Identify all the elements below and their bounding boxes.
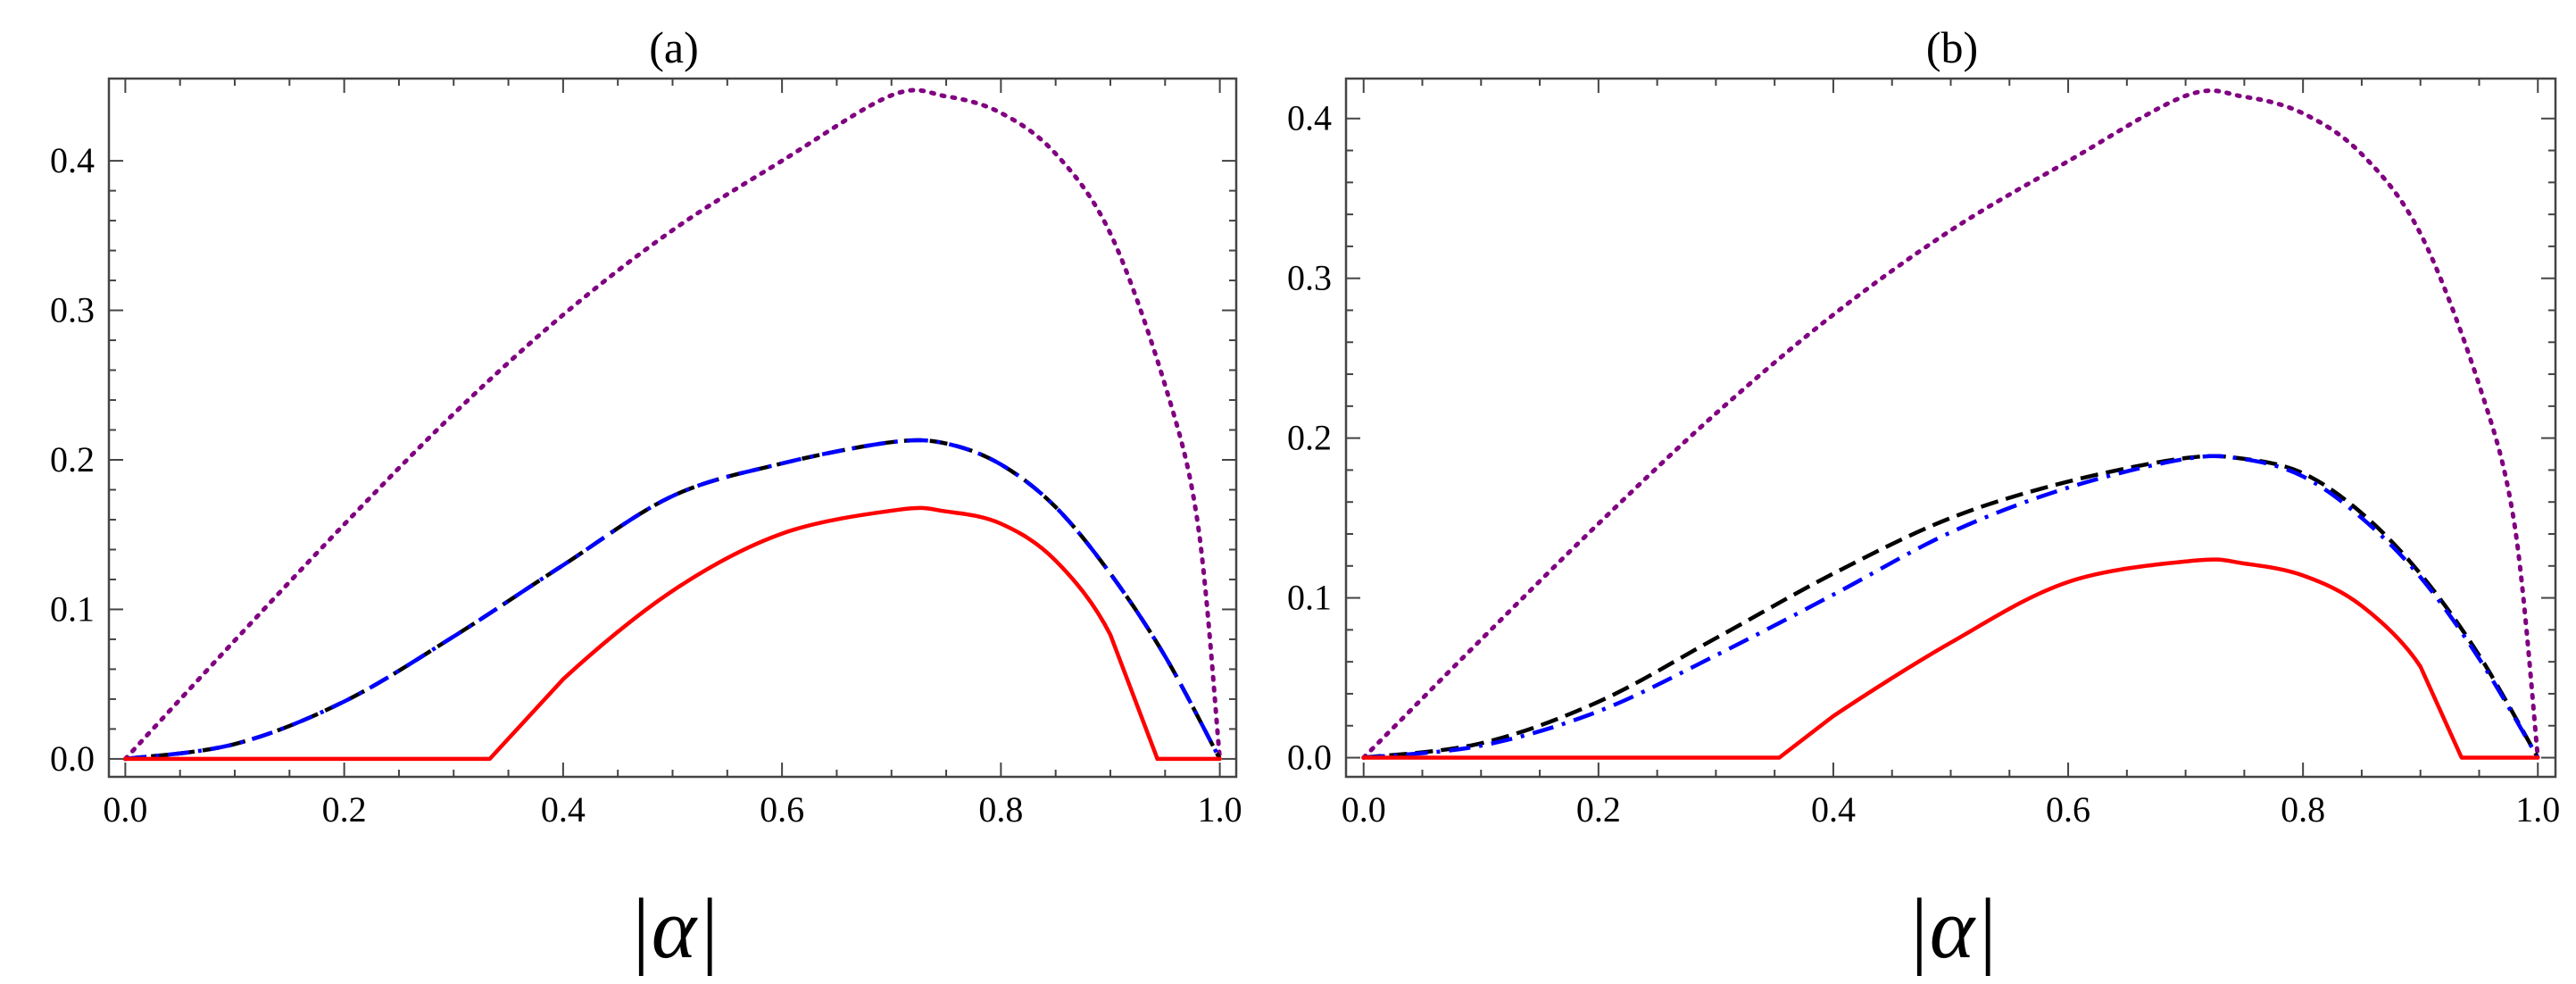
y-tick-label: 0.0 [50,738,95,779]
chart-title: (a) [649,22,699,72]
panel-a: (a) 0.0 0.2 0.4 0.6 0.8 1.0 0.0 0.1 0.2 0.3 0.4 |α| [50,22,1242,976]
x-tick-label: 0.8 [978,789,1023,830]
y-tick-label: 0.1 [50,588,95,629]
y-tick-label: 0.3 [1287,258,1332,298]
x-tick-label: 0.6 [760,789,804,830]
series-line-red-solid [1361,557,2540,760]
x-axis-label: |α| [627,880,719,976]
y-tick-label: 0.4 [50,140,95,180]
series-line-blue-dashdot [125,438,1222,762]
x-tick-label: 0.2 [322,789,367,830]
series-line-black-dashed [1363,454,2540,760]
x-tick-label: 0.4 [541,789,586,830]
y-tick-label: 0.1 [1287,578,1332,618]
y-tick-label: 0.0 [1287,738,1332,778]
series-line-purple-dotted [1361,88,2540,760]
series-line-black-dashed [125,438,1222,762]
series-line-red-solid [123,505,1222,762]
panel-b: (b) 0.0 0.2 0.4 0.6 0.8 1.0 0.0 0.1 0.2 0.3 0.4 |α| [1287,22,2560,976]
y-tick-label: 0.2 [1287,418,1332,458]
series-line-purple-dotted [122,88,1223,762]
x-tick-label: 0.0 [103,789,147,830]
y-tick-label: 0.2 [50,439,95,479]
x-tick-label: 0.0 [1342,789,1386,830]
y-tick-label: 0.4 [1287,98,1332,138]
x-tick-label: 0.8 [2281,789,2325,830]
plot-frame [107,77,1238,779]
x-tick-label: 1.0 [1198,789,1242,830]
x-axis-label: |α| [1906,880,1998,976]
x-tick-label: 0.6 [2046,789,2090,830]
plot-frame [1344,77,2557,779]
chart-title: (b) [1926,22,1978,72]
x-tick-label: 1.0 [2515,789,2560,830]
y-tick-label: 0.3 [50,290,95,330]
x-tick-label: 0.4 [1811,789,1856,830]
x-tick-label: 0.2 [1576,789,1621,830]
series-line-blue-dashdot [1363,454,2540,760]
